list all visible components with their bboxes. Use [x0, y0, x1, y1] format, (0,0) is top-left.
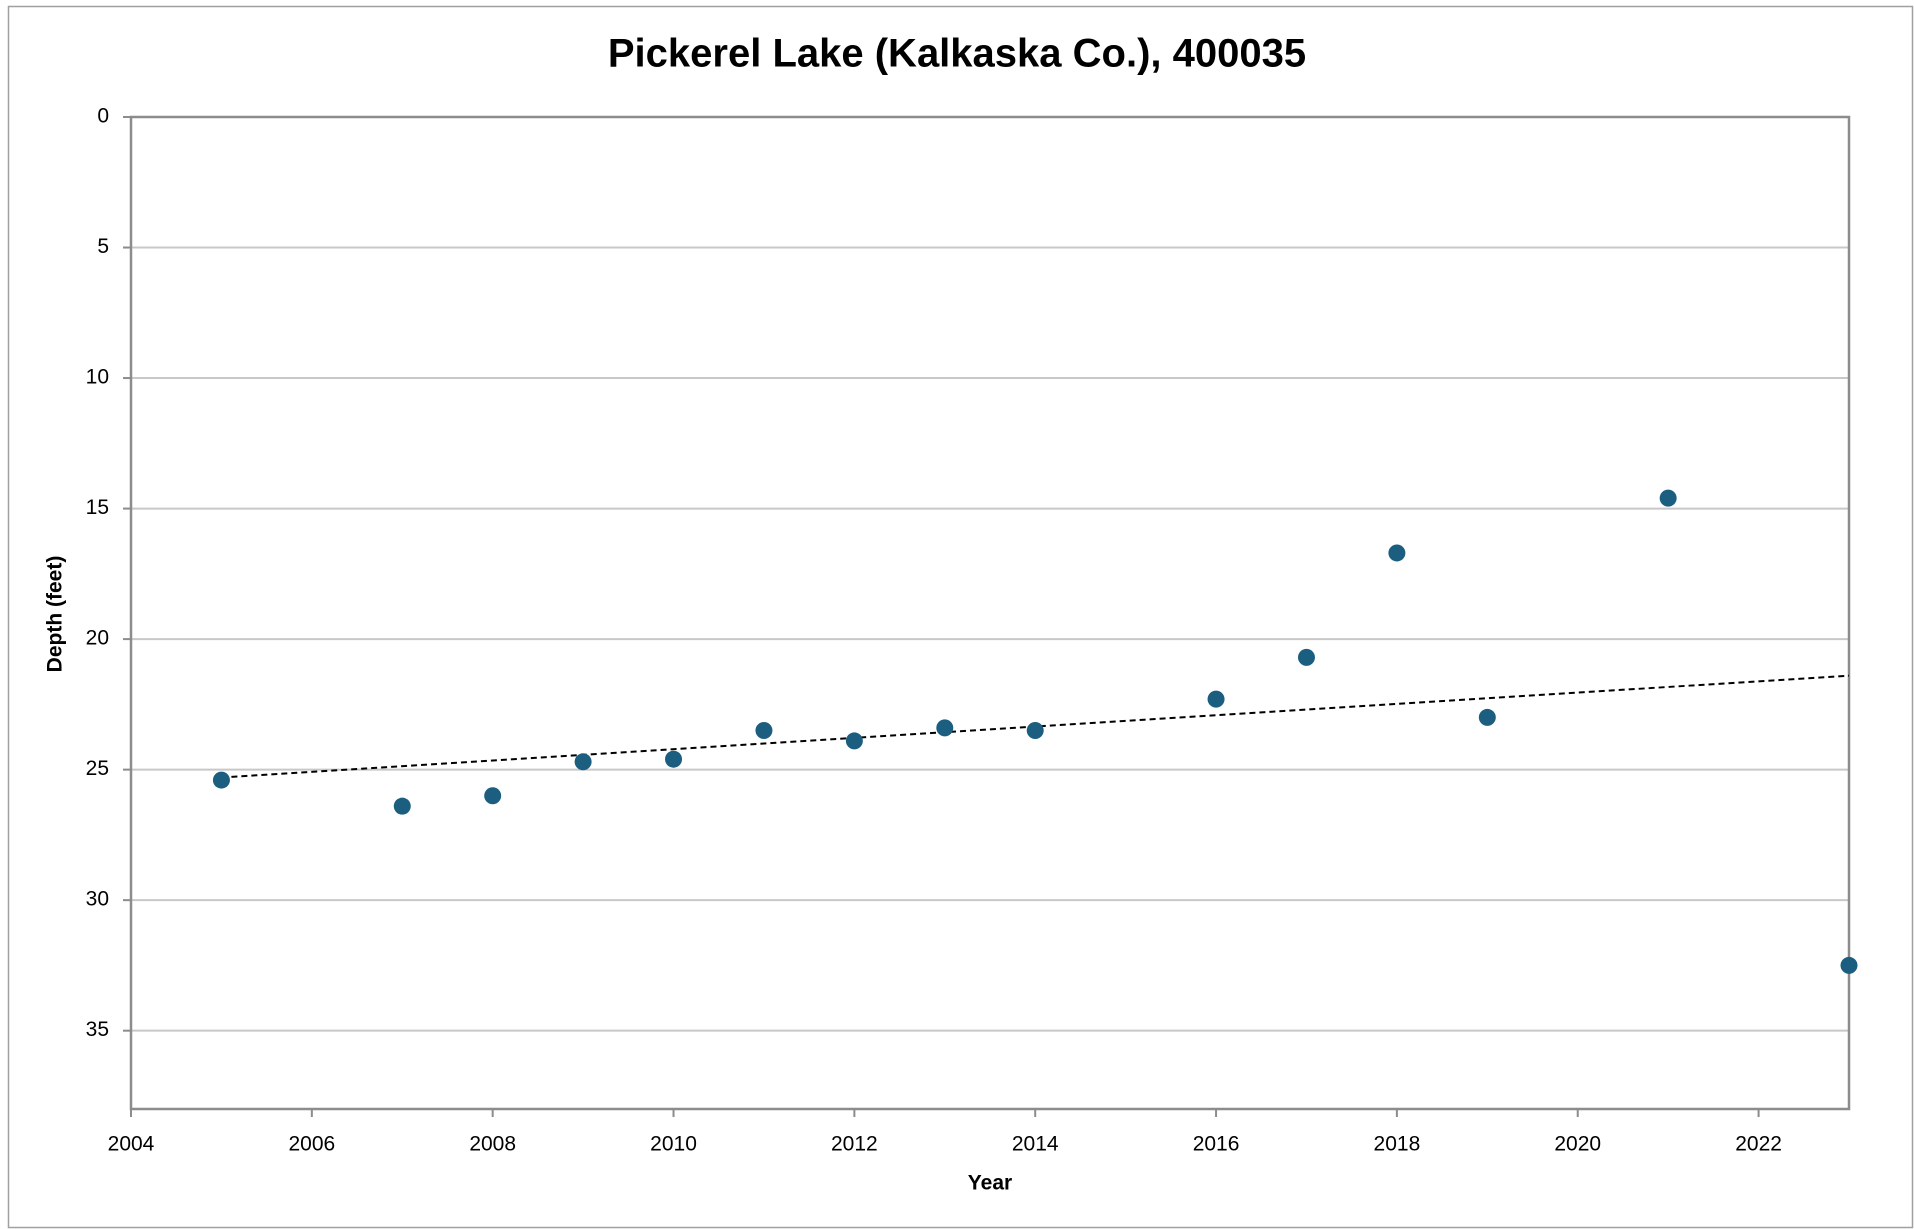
- x-tick-label: 2008: [469, 1133, 516, 1156]
- data-point: [1659, 489, 1677, 507]
- y-tick-label: 15: [86, 496, 109, 519]
- y-tick-label: 0: [97, 105, 109, 128]
- x-tick-label: 2018: [1374, 1133, 1421, 1156]
- data-point: [1840, 956, 1858, 974]
- y-tick-label: 5: [97, 235, 109, 258]
- y-tick-label: 30: [86, 888, 109, 911]
- y-tick-label: 25: [86, 757, 109, 780]
- x-tick-label: 2010: [650, 1133, 697, 1156]
- x-tick-label: 2014: [1012, 1133, 1059, 1156]
- x-axis-title: Year: [968, 1172, 1012, 1195]
- x-tick-label: 2012: [831, 1133, 878, 1156]
- x-tick-label: 2016: [1193, 1133, 1240, 1156]
- y-tick-label: 20: [86, 627, 109, 650]
- y-axis-title: Depth (feet): [44, 556, 67, 673]
- plot-border: [129, 115, 1851, 1111]
- data-point: [1388, 544, 1406, 562]
- data-point: [845, 732, 863, 750]
- data-point: [1478, 708, 1496, 726]
- x-tick-label: 2004: [108, 1133, 155, 1156]
- chart-frame: [7, 5, 1914, 1229]
- data-point: [484, 787, 502, 805]
- data-point: [936, 719, 954, 737]
- data-point: [212, 771, 230, 789]
- data-point: [1026, 721, 1044, 739]
- data-point: [755, 721, 773, 739]
- y-tick-label: 35: [86, 1018, 109, 1041]
- y-tick-label: 10: [86, 366, 109, 389]
- x-tick-label: 2022: [1735, 1133, 1782, 1156]
- data-point: [393, 797, 411, 815]
- data-point: [665, 750, 683, 768]
- data-point: [1297, 648, 1315, 666]
- x-tick-label: 2006: [288, 1133, 335, 1156]
- data-point: [574, 753, 592, 771]
- x-tick-label: 2020: [1554, 1133, 1601, 1156]
- chart-title: Pickerel Lake (Kalkaska Co.), 400035: [608, 32, 1306, 76]
- data-point: [1207, 690, 1225, 708]
